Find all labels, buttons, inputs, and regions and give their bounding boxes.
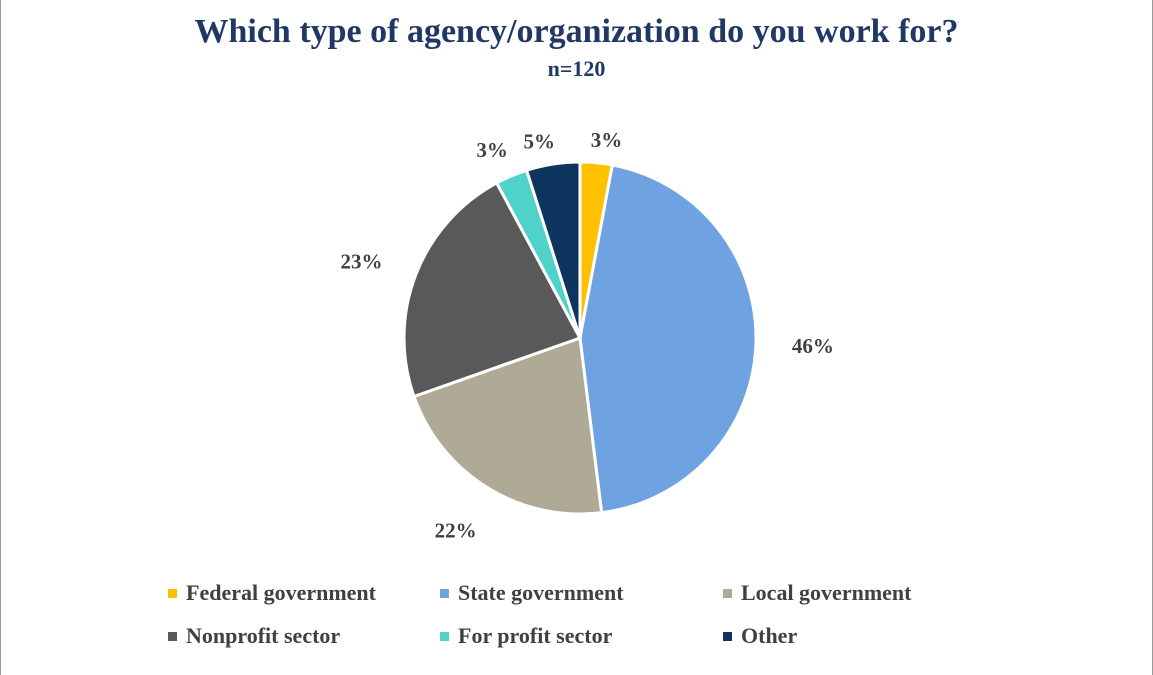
data-label: 46% — [792, 334, 834, 358]
data-label: 22% — [435, 518, 477, 542]
data-label: 23% — [341, 249, 383, 273]
pie-slice-other — [524, 160, 582, 339]
legend-item: Federal government — [168, 580, 376, 606]
data-labels: 3% 46% 22% 23% 3% 5% — [341, 128, 834, 542]
legend-swatch — [440, 588, 449, 598]
chart-subtitle: n=120 — [547, 56, 606, 81]
legend-item: For profit sector — [440, 623, 612, 649]
legend-label: For profit sector — [458, 623, 613, 648]
legend-swatch — [168, 588, 177, 598]
legend-swatch — [723, 631, 732, 641]
data-label: 5% — [524, 129, 556, 153]
legend-swatch — [723, 588, 732, 598]
data-label: 3% — [476, 138, 508, 162]
pie-slice-local-government — [412, 335, 604, 516]
legend-label: Local government — [741, 580, 912, 605]
legend-swatch — [440, 631, 449, 641]
legend-item: Nonprofit sector — [168, 623, 340, 649]
legend-label: Federal government — [186, 580, 376, 605]
chart-title: Which type of agency/organization do you… — [194, 13, 959, 50]
legend-label: Nonprofit sector — [186, 623, 341, 648]
pie-slice-nonprofit-sector — [402, 180, 583, 399]
legend-item: Other — [723, 623, 797, 649]
legend-item: Local government — [723, 580, 911, 606]
legend-label: Other — [741, 623, 798, 648]
legend-item: State government — [440, 580, 624, 606]
pie-chart — [402, 160, 758, 516]
legend-label: State government — [458, 580, 624, 605]
data-label: 3% — [591, 128, 623, 152]
pie-slice-state-government — [578, 163, 758, 515]
legend-swatch — [168, 631, 177, 641]
